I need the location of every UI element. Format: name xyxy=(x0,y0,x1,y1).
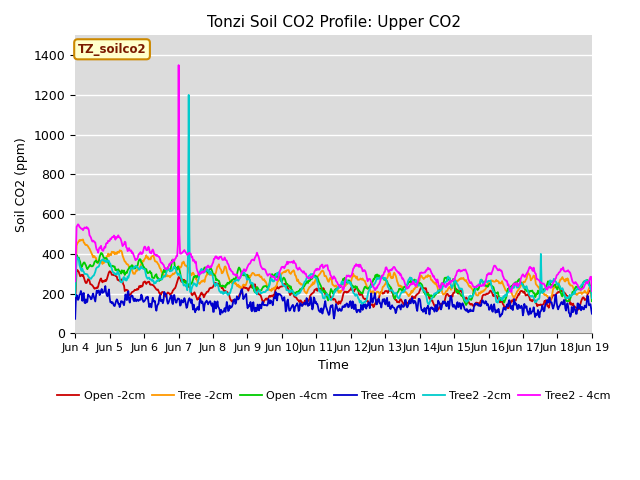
Line: Open -2cm: Open -2cm xyxy=(75,270,592,310)
X-axis label: Time: Time xyxy=(318,359,349,372)
Tree -4cm xyxy=(412,300,420,306)
Tree2 - 4cm xyxy=(175,62,182,68)
Tree -2cm xyxy=(547,299,554,304)
Legend: Open -2cm, Tree -2cm, Open -4cm, Tree -4cm, Tree2 -2cm, Tree2 - 4cm: Open -2cm, Tree -2cm, Open -4cm, Tree -4… xyxy=(52,387,614,406)
Open -2cm xyxy=(573,307,581,313)
Tree2 -2cm xyxy=(425,301,433,307)
Tree2 - 4cm xyxy=(71,278,79,284)
Title: Tonzi Soil CO2 Profile: Upper CO2: Tonzi Soil CO2 Profile: Upper CO2 xyxy=(207,15,461,30)
Tree2 - 4cm xyxy=(187,251,195,257)
Line: Open -4cm: Open -4cm xyxy=(75,253,592,305)
Open -2cm xyxy=(74,267,81,273)
Open -2cm xyxy=(412,292,420,298)
Tree2 -2cm xyxy=(588,295,596,301)
Tree -2cm xyxy=(79,237,87,242)
Tree -2cm xyxy=(81,242,89,248)
Text: TZ_soilco2: TZ_soilco2 xyxy=(77,43,147,56)
Tree2 -2cm xyxy=(185,92,193,98)
Tree2 -2cm xyxy=(214,282,222,288)
Open -4cm xyxy=(97,250,105,256)
Open -2cm xyxy=(71,300,79,306)
Tree -2cm xyxy=(134,266,142,272)
Tree2 - 4cm xyxy=(508,289,515,295)
Tree2 - 4cm xyxy=(397,271,404,277)
Tree2 -2cm xyxy=(134,264,141,270)
Tree -4cm xyxy=(81,300,88,305)
Open -4cm xyxy=(81,260,88,265)
Tree -2cm xyxy=(214,263,222,269)
Line: Tree2 - 4cm: Tree2 - 4cm xyxy=(75,65,592,292)
Tree -4cm xyxy=(134,298,142,304)
Tree -2cm xyxy=(412,285,420,290)
Open -2cm xyxy=(187,288,195,294)
Tree2 -2cm xyxy=(71,293,79,299)
Line: Tree -4cm: Tree -4cm xyxy=(75,286,592,319)
Open -4cm xyxy=(134,259,142,265)
Tree2 -2cm xyxy=(397,291,404,297)
Open -2cm xyxy=(134,286,142,292)
Tree2 - 4cm xyxy=(81,225,88,230)
Open -4cm xyxy=(187,281,195,287)
Line: Tree -2cm: Tree -2cm xyxy=(75,240,592,301)
Open -2cm xyxy=(397,296,404,302)
Tree2 - 4cm xyxy=(134,255,141,261)
Open -4cm xyxy=(412,277,420,283)
Open -2cm xyxy=(588,296,596,302)
Tree -4cm xyxy=(397,307,404,312)
Tree -4cm xyxy=(187,300,195,306)
Tree2 - 4cm xyxy=(214,256,222,262)
Tree -4cm xyxy=(71,316,79,322)
Tree -4cm xyxy=(588,311,596,316)
Tree -4cm xyxy=(102,283,109,289)
Open -4cm xyxy=(214,277,222,283)
Open -4cm xyxy=(71,289,79,295)
Tree2 - 4cm xyxy=(588,288,596,294)
Tree2 -2cm xyxy=(81,271,88,277)
Open -2cm xyxy=(214,282,222,288)
Open -4cm xyxy=(397,286,404,292)
Open -2cm xyxy=(81,279,89,285)
Tree2 -2cm xyxy=(187,289,195,295)
Open -4cm xyxy=(588,298,596,304)
Tree -2cm xyxy=(588,294,596,300)
Open -4cm xyxy=(462,302,470,308)
Tree -2cm xyxy=(397,284,404,290)
Tree -2cm xyxy=(71,287,79,292)
Tree2 -2cm xyxy=(412,277,420,283)
Tree2 - 4cm xyxy=(412,284,420,289)
Y-axis label: Soil CO2 (ppm): Soil CO2 (ppm) xyxy=(15,137,28,232)
Line: Tree2 -2cm: Tree2 -2cm xyxy=(75,95,592,304)
Tree -2cm xyxy=(187,272,195,277)
Tree -4cm xyxy=(214,304,222,310)
